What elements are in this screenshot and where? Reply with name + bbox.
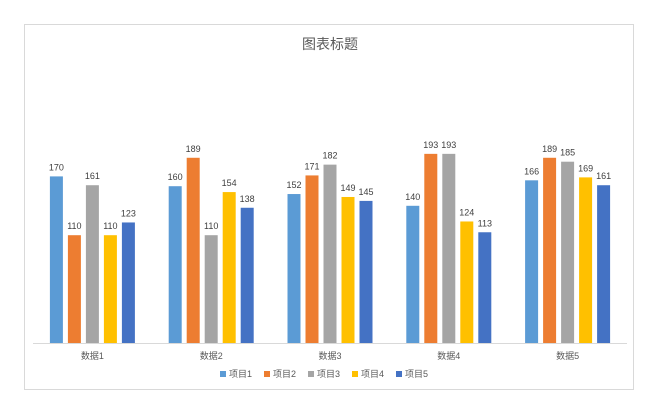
data-label-4-1: 140 [405, 192, 420, 202]
bar-3-4 [341, 196, 355, 343]
data-label-3-1: 152 [286, 180, 301, 190]
data-label-3-2: 171 [304, 161, 319, 171]
bar-2-1 [168, 186, 182, 343]
legend-label: 项目3 [317, 369, 340, 379]
data-label-4-3: 193 [441, 140, 456, 150]
bar-5-3 [561, 161, 575, 343]
data-label-1-2: 110 [67, 221, 81, 231]
bar-4-2 [424, 153, 438, 343]
data-label-2-4: 154 [222, 178, 237, 188]
bar-2-2 [186, 157, 200, 343]
data-label-4-2: 193 [423, 140, 438, 150]
bar-1-5 [121, 222, 135, 343]
category-label-1: 数据1 [81, 350, 104, 361]
bar-1-3 [85, 185, 99, 343]
legend-swatch [308, 371, 314, 377]
legend-label: 项目1 [229, 369, 252, 379]
data-label-4-4: 124 [459, 207, 474, 217]
legend-item-1: 项目1 [220, 369, 252, 379]
bar-3-3 [323, 164, 337, 343]
data-label-5-4: 169 [578, 163, 593, 173]
data-label-1-3: 161 [85, 171, 100, 181]
category-label-2: 数据2 [200, 350, 223, 361]
legend-swatch [396, 371, 402, 377]
data-label-5-5: 161 [596, 171, 611, 181]
bar-5-5 [597, 185, 611, 343]
bar-5-2 [543, 157, 557, 343]
bars-layer [49, 153, 611, 343]
bar-3-1 [287, 194, 301, 343]
chart-title: 图表标题 [302, 36, 358, 52]
legend-label: 项目4 [361, 369, 384, 379]
legend-label: 项目5 [405, 369, 428, 379]
data-label-1-4: 110 [103, 221, 117, 231]
bar-4-1 [406, 205, 420, 343]
legend-swatch [352, 371, 358, 377]
chart-area: 图表标题 170 110 161 110 123 数据1 160 189 110 154 138 数据… [24, 24, 634, 390]
data-label-3-3: 182 [322, 151, 337, 161]
category-label-4: 数据4 [437, 350, 460, 361]
bar-1-2 [67, 235, 81, 343]
legend-label: 项目2 [273, 369, 296, 379]
category-label-5: 数据5 [556, 350, 579, 361]
data-label-4-5: 113 [478, 218, 492, 228]
legend-swatch [220, 371, 226, 377]
data-label-5-2: 189 [542, 144, 557, 154]
legend-item-4: 项目4 [352, 369, 384, 379]
data-label-5-3: 185 [560, 148, 575, 158]
category-label-3: 数据3 [318, 350, 341, 361]
labels-layer: 170110161110123数据1160189110154138数据21521… [49, 140, 611, 361]
legend-item-2: 项目2 [264, 369, 296, 379]
bar-4-4 [460, 221, 474, 343]
bar-1-1 [49, 176, 63, 343]
bar-2-4 [222, 192, 236, 343]
bar-4-3 [442, 153, 456, 343]
data-label-1-5: 123 [121, 208, 136, 218]
bar-2-5 [240, 207, 254, 343]
data-label-2-1: 160 [168, 172, 183, 182]
legend-item-5: 项目5 [396, 369, 428, 379]
data-label-3-4: 149 [340, 183, 355, 193]
bar-2-3 [204, 235, 218, 343]
bar-3-5 [359, 200, 373, 343]
bar-3-2 [305, 175, 319, 343]
bar-5-1 [525, 180, 539, 343]
data-label-3-5: 145 [358, 187, 373, 197]
data-label-2-3: 110 [204, 221, 218, 231]
bar-4-5 [478, 232, 492, 343]
bar-5-4 [579, 177, 593, 343]
bar-1-4 [103, 235, 117, 343]
data-label-1-1: 170 [49, 162, 64, 172]
data-label-5-1: 166 [524, 166, 539, 176]
legend-swatch [264, 371, 270, 377]
data-label-2-5: 138 [240, 194, 255, 204]
legend-item-3: 项目3 [308, 369, 340, 379]
data-label-2-2: 189 [186, 144, 201, 154]
legend: 项目1 项目2 项目3 项目4 项目5 [220, 369, 428, 379]
